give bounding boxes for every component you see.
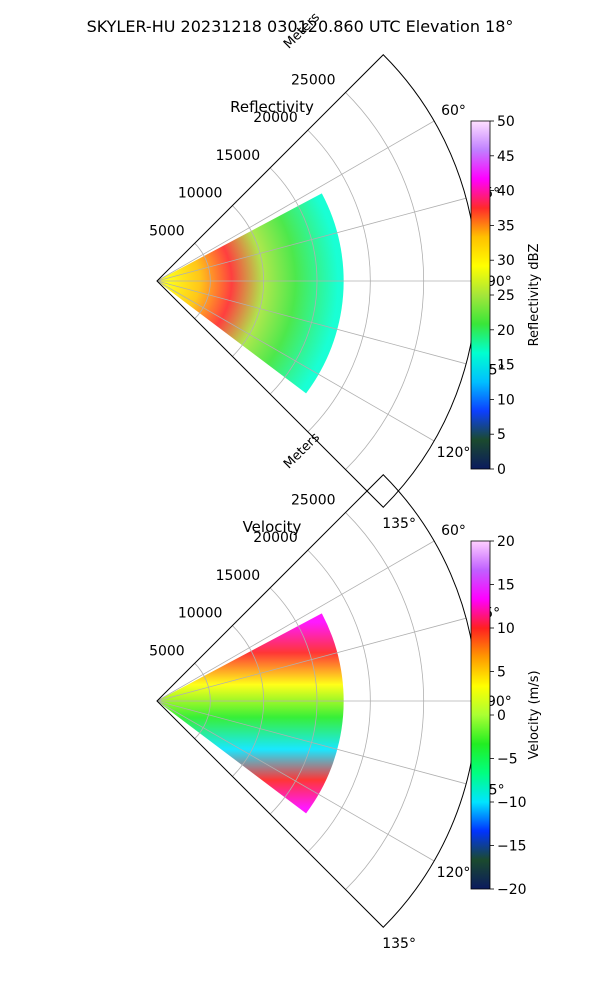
radial-tick-label: 5000 — [149, 223, 185, 239]
echo-fill — [157, 613, 344, 814]
colorbar-tick-label: 20 — [497, 323, 515, 339]
colorbar-tick-label: 0 — [497, 462, 506, 478]
panel-title: Velocity — [243, 518, 302, 536]
azimuth-tick-label: 90° — [487, 274, 512, 290]
azimuth-spoke — [156, 700, 435, 862]
colorbar: 0 5 10 15 20 25 30 35 40 45 50 Reflectivity dBZ — [470, 114, 542, 478]
colorbar-scale — [470, 540, 491, 890]
colorbar-tick-label: −15 — [497, 839, 527, 855]
colorbar-tick-label: −10 — [497, 795, 527, 811]
colorbar-tick-label: 30 — [497, 253, 515, 269]
azimuth-tick-label: 120° — [437, 865, 471, 881]
colorbar-ticks: −20 −15 −10 −5 0 5 10 15 20 — [490, 534, 527, 898]
reflectivity-panel: Reflectivity 5000 10000 15000 20000 25000 Me… — [149, 10, 542, 532]
azimuth-tick-label: 60° — [441, 523, 466, 539]
azimuth-tick-label: 135° — [382, 936, 416, 952]
azimuth-tick-label: 60° — [441, 103, 466, 119]
panel-title: Reflectivity — [230, 98, 314, 116]
colorbar-tick-label: 10 — [497, 621, 515, 637]
colorbar-tick-label: 25 — [497, 288, 515, 304]
echo-area — [157, 613, 344, 814]
colorbar-tick-label: 15 — [497, 578, 515, 594]
colorbar-tick-label: 35 — [497, 218, 515, 234]
colorbar-tick-label: 5 — [497, 665, 506, 681]
polar-grid — [156, 474, 478, 928]
colorbar-tick-label: 20 — [497, 534, 515, 550]
velocity-panel: Velocity 5000 10000 15000 20000 25000 Meters… — [149, 430, 542, 952]
colorbar-label: Velocity (m/s) — [527, 670, 542, 759]
radial-tick-label: 10000 — [178, 186, 223, 202]
colorbar-tick-label: −20 — [497, 882, 527, 898]
figure-suptitle: SKYLER-HU 20231218 030120.860 UTC Elevat… — [87, 17, 514, 36]
colorbar-label: Reflectivity dBZ — [527, 244, 542, 347]
azimuth-spoke — [156, 280, 467, 365]
radial-tick-label: 20000 — [253, 110, 298, 126]
colorbar-tick-label: 10 — [497, 392, 515, 408]
colorbar-tick-label: 15 — [497, 358, 515, 374]
azimuth-spoke — [156, 617, 467, 702]
azimuth-tick-labels: 60°75°90°105°120°135° — [382, 103, 512, 532]
radial-tick-label: 15000 — [216, 568, 261, 584]
radial-tick-label: 5000 — [149, 643, 185, 659]
colorbar-tick-label: 45 — [497, 149, 515, 165]
colorbar-ticks: 0 5 10 15 20 25 30 35 40 45 50 — [490, 114, 515, 478]
azimuth-tick-labels: 60°75°90°105°120°135° — [382, 523, 512, 952]
colorbar-scale — [470, 120, 491, 470]
radial-tick-label: 25000 — [291, 72, 336, 88]
colorbar-tick-label: 5 — [497, 427, 506, 443]
azimuth-spoke — [156, 540, 435, 702]
radial-tick-label: 15000 — [216, 148, 261, 164]
radial-axis-label: Meters — [281, 430, 323, 472]
colorbar-tick-label: 0 — [497, 708, 506, 724]
azimuth-spoke — [156, 280, 435, 442]
azimuth-tick-label: 120° — [437, 445, 471, 461]
radial-tick-label: 10000 — [178, 606, 223, 622]
echo-area — [157, 193, 344, 394]
azimuth-spoke — [156, 700, 467, 785]
azimuth-spoke — [156, 197, 467, 282]
azimuth-tick-label: 90° — [487, 694, 512, 710]
radial-tick-labels: 5000 10000 15000 20000 25000 — [149, 72, 335, 239]
azimuth-tick-label: 135° — [382, 516, 416, 532]
colorbar-tick-label: −5 — [497, 752, 518, 768]
radial-tick-label: 25000 — [291, 492, 336, 508]
colorbar-tick-label: 50 — [497, 114, 515, 130]
azimuth-spoke — [156, 120, 435, 282]
radial-tick-label: 20000 — [253, 530, 298, 546]
colorbar-tick-label: 40 — [497, 184, 515, 200]
radial-tick-labels: 5000 10000 15000 20000 25000 — [149, 492, 335, 659]
colorbar: −20 −15 −10 −5 0 5 10 15 20 Velocity (m/s) — [470, 534, 542, 898]
echo-fill — [157, 193, 344, 394]
